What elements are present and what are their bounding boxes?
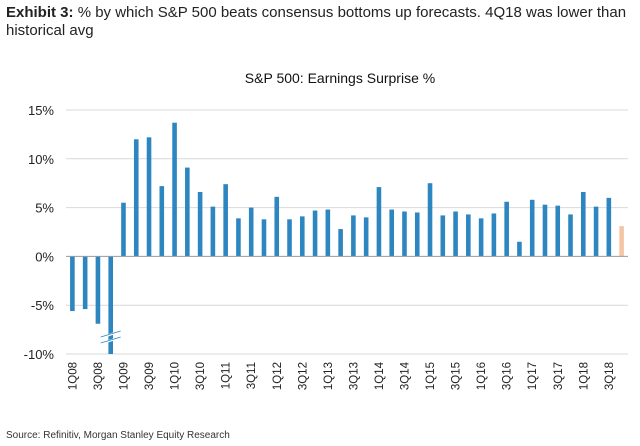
bar-2q11 <box>236 218 241 257</box>
bar-3q12 <box>299 216 305 257</box>
x-tick-label: 1Q11 <box>221 362 233 389</box>
bar-3q08 <box>95 256 101 324</box>
bar-4q13 <box>363 217 369 257</box>
x-tick-label: 3Q08 <box>93 362 105 390</box>
exhibit-caption: Exhibit 3: % by which S&P 500 beats cons… <box>6 4 631 40</box>
bar-2q15 <box>440 215 446 257</box>
bar-1q12 <box>274 196 280 257</box>
x-tick-label: 3Q15 <box>451 362 463 390</box>
x-tick-label: 1Q09 <box>118 362 130 390</box>
bar-3q13 <box>351 215 356 257</box>
bar-2q18 <box>593 206 599 257</box>
exhibit-label: Exhibit 3: <box>6 4 74 21</box>
bar-1q17 <box>529 199 535 257</box>
x-tick-label: 3Q13 <box>348 362 360 390</box>
bar-1q10 <box>172 122 177 257</box>
y-tick-label: 0% <box>35 249 54 264</box>
x-tick-label: 3Q16 <box>502 362 514 390</box>
x-tick-label: 1Q17 <box>527 362 539 390</box>
bar-1q14 <box>376 187 382 257</box>
x-tick-label: 3Q14 <box>399 361 411 390</box>
bar-1q11 <box>223 184 228 257</box>
x-tick-label: 1Q15 <box>425 362 437 390</box>
bar-3q14 <box>402 211 407 257</box>
bar-4q18 <box>619 226 624 257</box>
bar-4q12 <box>312 210 318 257</box>
y-tick-label: 5% <box>35 201 54 216</box>
bar-1q15 <box>427 183 433 257</box>
bar-1q09 <box>121 202 126 257</box>
bar-2q10 <box>185 167 190 257</box>
bar-3q17 <box>555 205 561 257</box>
bar-2q13 <box>338 229 343 257</box>
x-tick-label: 3Q09 <box>144 362 156 390</box>
bar-2q08 <box>82 256 88 310</box>
x-tick-label: 3Q10 <box>195 362 207 390</box>
bar-3q10 <box>197 191 203 257</box>
bar-4q11 <box>261 219 267 257</box>
source-note: Source: Refinitiv, Morgan Stanley Equity… <box>6 430 230 441</box>
x-tick-label: 1Q13 <box>323 362 335 390</box>
axis-break-line <box>100 330 121 338</box>
bar-4q15 <box>466 214 471 257</box>
y-tick-label: 15% <box>28 103 54 118</box>
bar-4q08 <box>108 256 114 354</box>
bar-2q09 <box>133 139 139 257</box>
x-tick-label: 3Q11 <box>246 362 258 389</box>
x-tick-label: 3Q17 <box>553 362 565 390</box>
x-tick-label: 1Q14 <box>374 361 386 390</box>
bar-1q16 <box>478 218 484 257</box>
bar-4q10 <box>210 206 216 257</box>
bar-4q14 <box>414 212 420 257</box>
bar-1q08 <box>70 256 75 312</box>
y-tick-label: 10% <box>28 152 54 167</box>
bar-1q18 <box>580 191 586 257</box>
bar-2q17 <box>542 204 548 257</box>
x-tick-label: 1Q10 <box>170 362 182 390</box>
x-tick-label: 1Q12 <box>272 362 284 390</box>
y-tick-label: -5% <box>31 298 55 313</box>
x-tick-label: 1Q18 <box>578 362 590 390</box>
chart-title: S&P 500: Earnings Surprise % <box>244 70 436 86</box>
y-tick-label: -10% <box>24 347 55 362</box>
bar-3q11 <box>248 207 254 257</box>
x-tick-label: 3Q18 <box>604 362 616 390</box>
x-tick-label: 3Q12 <box>297 362 309 390</box>
exhibit-text: % by which S&P 500 beats consensus botto… <box>6 4 627 39</box>
x-tick-label: 1Q16 <box>476 362 488 390</box>
axis-break-line <box>100 336 121 344</box>
bar-3q15 <box>453 211 458 257</box>
bar-3q09 <box>146 137 152 257</box>
bar-1q13 <box>325 209 331 257</box>
bar-4q16 <box>517 241 522 257</box>
x-tick-label: 1Q08 <box>67 362 79 390</box>
bar-2q14 <box>389 209 395 257</box>
bar-2q16 <box>491 213 497 257</box>
bar-3q16 <box>504 201 509 257</box>
bar-3q18 <box>606 197 612 257</box>
bar-4q17 <box>568 214 573 257</box>
bar-2q12 <box>287 219 292 257</box>
bar-4q09 <box>159 186 165 257</box>
